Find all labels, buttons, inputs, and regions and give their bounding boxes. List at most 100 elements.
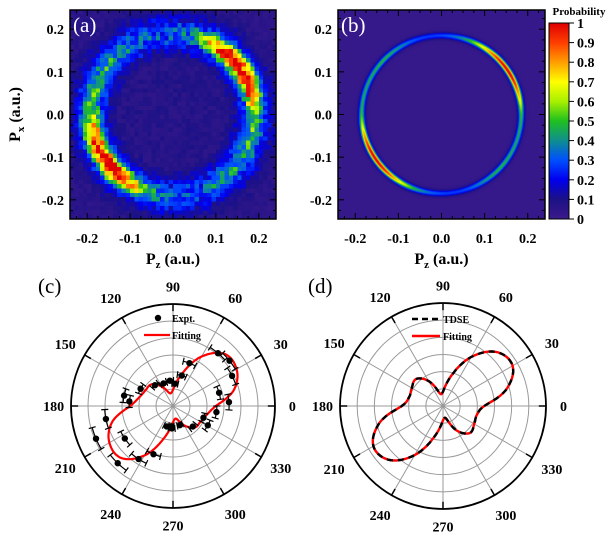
panel-c: 0 30 60 90 120 150 180 210 240 270 300 330 (c) Expt. F… <box>38 274 296 534</box>
angle-tick-label: 0 <box>289 400 296 415</box>
x-tick-label: -0.1 <box>119 232 141 247</box>
error-bar-cap <box>201 411 209 415</box>
angular-tick-mark <box>525 353 533 359</box>
x-tick-label: -0.1 <box>387 232 409 247</box>
y-tick-label: 0.0 <box>47 109 65 124</box>
error-bar-cap <box>183 373 188 381</box>
error-bar-cap <box>198 419 205 425</box>
error-bar-cap <box>192 362 198 370</box>
error-bar-cap <box>187 425 193 433</box>
expt-data-point <box>187 420 199 433</box>
error-bar-cap <box>126 442 133 448</box>
expt-data-point <box>149 379 161 391</box>
expt-marker <box>114 460 121 467</box>
error-bar-cap <box>88 426 96 430</box>
colorbar-tick-label: 0.5 <box>577 115 595 130</box>
expt-marker <box>135 455 142 463</box>
error-bar-cap <box>176 371 179 379</box>
error-bar-cap <box>158 381 163 389</box>
error-bar-cap <box>107 452 114 458</box>
colorbar-tick-label: 0.4 <box>577 135 595 150</box>
expt-marker <box>189 423 197 430</box>
error-bar-cap <box>181 357 185 365</box>
y-axis-label: Px (a.u.) <box>7 87 27 142</box>
error-bar-cap <box>207 344 213 351</box>
legend-label-fitting: Fitting <box>172 331 201 342</box>
error-bar-cap <box>165 378 169 386</box>
angle-tick-label: 180 <box>312 400 333 415</box>
y-tick-label: 0.2 <box>47 23 65 38</box>
error-bar-cap <box>221 357 228 363</box>
panel-label: (b) <box>341 13 366 37</box>
expt-marker <box>160 380 167 387</box>
angle-tick-label: 210 <box>324 463 345 478</box>
error-bar-cap <box>117 429 125 434</box>
colorbar-tick-label: 1 <box>577 17 584 32</box>
angle-tick-label: 30 <box>274 338 288 353</box>
colorbar-tick-label: 0.6 <box>577 95 595 110</box>
error-bar-cap <box>134 391 143 396</box>
expt-marker <box>214 349 222 357</box>
angle-tick-label: 180 <box>43 400 64 415</box>
tdse-curve <box>371 350 515 462</box>
y-tick-label: 0.0 <box>315 109 333 124</box>
expt-data-point <box>171 379 180 388</box>
colorbar-gradient <box>549 23 569 219</box>
x-tick-label: 0.0 <box>164 232 182 247</box>
expt-data-point <box>219 350 239 372</box>
expt-data-point <box>119 387 130 404</box>
expt-marker <box>126 398 133 405</box>
angle-tick-label: 60 <box>228 292 242 307</box>
error-bar-cap <box>97 446 105 452</box>
expt-marker <box>121 435 128 442</box>
panel-label: (d) <box>308 274 333 298</box>
y-tick-label: 0.1 <box>47 66 65 81</box>
legend-label-expt: Expt. <box>172 314 196 325</box>
error-bar-cap <box>158 452 162 461</box>
angle-tick-label: 240 <box>100 508 121 523</box>
legend: Expt. Fitting <box>144 314 201 342</box>
expt-marker <box>200 414 207 421</box>
error-bar-cap <box>219 350 226 357</box>
expt-marker <box>176 421 184 429</box>
expt-marker <box>137 385 144 392</box>
expt-data-point <box>117 429 133 448</box>
error-bar-cap <box>224 365 231 371</box>
expt-marker <box>178 372 185 379</box>
y-tick-label: -0.1 <box>42 151 64 166</box>
expt-data-point <box>101 408 112 430</box>
x-tick-label: -0.2 <box>344 232 366 247</box>
angular-grid-spoke <box>391 405 444 496</box>
x-tick-label: 0.1 <box>207 232 225 247</box>
angular-grid-spoke <box>172 354 262 407</box>
error-bar-cap <box>123 467 129 474</box>
angle-tick-label: 300 <box>225 508 246 523</box>
angle-tick-label: 270 <box>433 521 454 536</box>
x-tick-label: 0.2 <box>519 232 537 247</box>
angle-tick-label: 270 <box>163 519 184 534</box>
error-bar-cap <box>126 393 135 397</box>
error-bar-cap <box>104 426 112 430</box>
x-axis-label: Pz (a.u.) <box>146 251 200 271</box>
expt-marker <box>215 389 223 396</box>
angular-grid-spoke <box>84 405 174 458</box>
angular-grid-spoke <box>442 405 495 496</box>
angular-grid-spoke <box>353 405 444 458</box>
angular-tick-mark <box>219 487 225 495</box>
expt-data-point <box>158 378 169 389</box>
y-tick-label: -0.1 <box>310 151 332 166</box>
angular-grid-spoke <box>172 405 262 458</box>
angular-tick-mark <box>390 316 396 324</box>
angular-grid-spoke <box>121 317 174 407</box>
colorbar-frame <box>548 22 570 220</box>
x-tick-label: -0.2 <box>76 232 98 247</box>
x-tick-label: 0.1 <box>476 232 494 247</box>
panel-label: (c) <box>38 274 61 298</box>
error-bar-cap <box>149 385 156 391</box>
expt-marker <box>151 382 159 389</box>
plot-frame <box>69 9 277 220</box>
angular-grid-spoke <box>172 317 225 407</box>
error-bar-cap <box>201 427 208 433</box>
